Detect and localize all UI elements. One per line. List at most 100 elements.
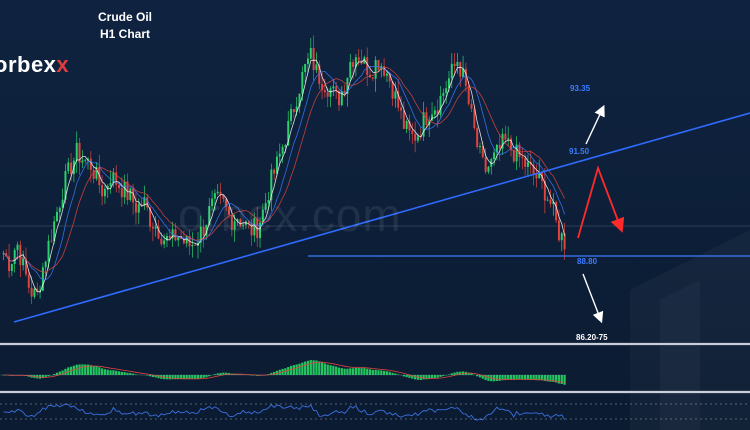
ascending-trendline: [13, 112, 750, 323]
level-88-80: 88.80: [577, 257, 598, 266]
candle-body: [476, 128, 479, 148]
macd-bar: [199, 375, 202, 379]
macd-bar: [134, 374, 138, 375]
candles-group: [2, 35, 566, 305]
macd-bar: [78, 364, 81, 375]
candle-body: [24, 258, 27, 275]
macd-bar: [112, 370, 115, 375]
macd-bar: [422, 375, 425, 380]
macd-bar: [442, 375, 445, 377]
macd-bar: [518, 375, 521, 380]
macd-bar: [275, 370, 279, 375]
candle-body: [78, 142, 81, 163]
candle-body: [53, 221, 56, 242]
macd-bar: [332, 365, 335, 375]
macd-bar: [298, 363, 301, 375]
candle-body: [165, 235, 168, 241]
macd-bar: [430, 375, 434, 379]
macd-bar: [58, 371, 61, 375]
candle-body: [560, 233, 563, 241]
macd-bar: [512, 375, 515, 380]
candle-body: [467, 86, 470, 104]
candle-body: [126, 181, 129, 200]
candle-body: [61, 199, 64, 208]
macd-bar: [103, 369, 107, 375]
candle-body: [349, 62, 352, 78]
macd-bar: [374, 369, 377, 375]
macd-bar: [86, 364, 90, 375]
candle-body: [84, 159, 87, 161]
candle-body: [213, 193, 216, 199]
macd-bar: [222, 372, 225, 375]
macd-bar: [543, 375, 546, 381]
level-86-20-75: 86.20-75: [576, 333, 608, 342]
macd-bar: [117, 371, 121, 375]
candle-body: [462, 68, 465, 77]
macd-bar: [182, 375, 186, 380]
candle-body: [273, 169, 276, 174]
candle-body: [115, 172, 118, 185]
candle-body: [154, 226, 157, 229]
macd-bar: [337, 367, 341, 375]
macd-bar: [549, 375, 552, 382]
macd-bar: [546, 375, 549, 382]
candle-body: [515, 144, 518, 162]
macd-bar: [168, 375, 171, 380]
macd-bar: [385, 371, 389, 375]
macd-bar: [371, 369, 374, 375]
candle-body: [8, 256, 11, 272]
brand-logo: orbexx: [0, 52, 69, 78]
macd-bar: [487, 375, 490, 381]
level-91-50: 91.50: [569, 147, 590, 156]
macd-bar: [179, 375, 183, 380]
macd-bar: [202, 375, 205, 378]
candle-body: [473, 108, 476, 129]
macd-bar: [115, 370, 118, 375]
macd-bar: [459, 371, 462, 375]
candle-body: [484, 157, 487, 172]
macd-bar: [123, 372, 126, 375]
macd-bar: [408, 375, 411, 378]
candle-body: [315, 64, 318, 71]
candle-body: [498, 144, 501, 149]
macd-bar: [326, 364, 329, 375]
candle-body: [50, 240, 53, 242]
macd-bar: [273, 371, 276, 375]
macd-bar: [67, 367, 70, 375]
candle-body: [490, 159, 493, 167]
candle-body: [377, 60, 380, 71]
macd-bar: [402, 375, 405, 377]
brand-text: orbex: [0, 52, 57, 77]
candle-body: [436, 110, 439, 115]
candle-body: [557, 220, 560, 241]
macd-bar: [557, 375, 561, 384]
candle-body: [185, 235, 188, 244]
candle-body: [442, 93, 445, 96]
macd-bar: [89, 365, 92, 375]
candle-body: [507, 138, 510, 140]
level-93-35: 93.35: [570, 84, 591, 93]
candle-body: [532, 164, 535, 174]
candle-body: [309, 47, 312, 59]
candle-body: [338, 90, 340, 106]
candle-body: [81, 160, 84, 163]
candle-body: [439, 95, 442, 115]
candle-body: [30, 287, 33, 297]
macd-bar: [476, 375, 479, 377]
candle-body: [191, 244, 194, 247]
macd-bar: [126, 372, 129, 375]
macd-bar: [382, 370, 386, 375]
macd-bar: [340, 368, 343, 375]
candle-body: [89, 158, 92, 171]
candle-body: [298, 93, 301, 107]
candle-body: [481, 146, 484, 158]
macd-bar: [453, 372, 456, 375]
red-bounce-arrow: [577, 165, 625, 239]
macd-bar: [47, 375, 50, 377]
candle-body: [332, 86, 335, 89]
candle-body: [504, 133, 507, 140]
macd-bar: [81, 364, 84, 375]
macd-bar: [55, 372, 59, 375]
macd-bar: [289, 365, 293, 375]
